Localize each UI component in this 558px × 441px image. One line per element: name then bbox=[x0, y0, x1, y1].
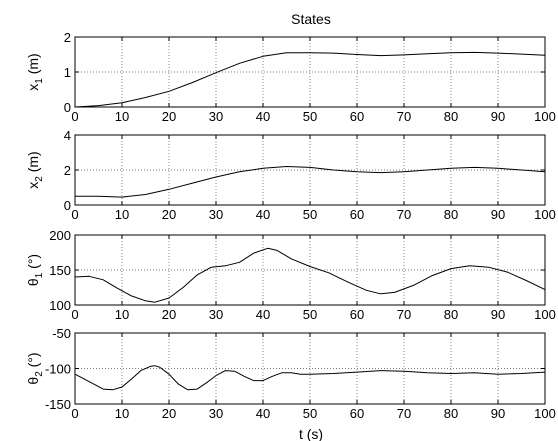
x-tick-label: 20 bbox=[162, 307, 176, 322]
x-tick-label: 0 bbox=[71, 406, 78, 421]
y-tick-label: 0 bbox=[64, 100, 71, 115]
x-tick-label: 0 bbox=[71, 207, 78, 222]
x-tick-label: 20 bbox=[162, 406, 176, 421]
x-tick-label: 20 bbox=[162, 109, 176, 124]
x-tick-label: 10 bbox=[115, 307, 129, 322]
x-tick-label: 100 bbox=[534, 406, 556, 421]
x-tick-label: 80 bbox=[444, 307, 458, 322]
x-tick-label: 30 bbox=[209, 406, 223, 421]
axes-frame bbox=[74, 332, 546, 405]
series-line-3-1 bbox=[74, 247, 546, 303]
x-tick-label: 40 bbox=[256, 207, 270, 222]
series-line-2-1 bbox=[75, 166, 546, 198]
series-line-1-1 bbox=[74, 51, 546, 108]
y-tick-label: 2 bbox=[64, 163, 71, 178]
y-tick-label: 100 bbox=[49, 298, 71, 313]
x-tick-label: 10 bbox=[115, 406, 129, 421]
x-tick-label: 90 bbox=[491, 406, 505, 421]
x-tick-label: 70 bbox=[397, 109, 411, 124]
x-tick-label: 10 bbox=[115, 109, 129, 124]
axes-frame bbox=[74, 36, 546, 108]
y-tick-label: 150 bbox=[49, 263, 71, 278]
y-axis-label: x2 (m) bbox=[25, 151, 45, 188]
x-tick-label: 100 bbox=[534, 307, 556, 322]
chart-title: States bbox=[291, 11, 331, 27]
x-tick-label: 90 bbox=[491, 307, 505, 322]
x-tick-label: 60 bbox=[350, 307, 364, 322]
x-tick-label: 40 bbox=[256, 406, 270, 421]
x-tick-label: 30 bbox=[209, 307, 223, 322]
x-tick-label: 80 bbox=[444, 406, 458, 421]
x-tick-label: 70 bbox=[397, 207, 411, 222]
subplot-4: 0 10 20 30 40 50 60 70 80 90 100 -150 -100 -50 θ2 (°) bbox=[25, 326, 556, 421]
y-tick-label: 200 bbox=[49, 228, 71, 243]
x-tick-label: 60 bbox=[350, 207, 364, 222]
axes-frame bbox=[74, 234, 546, 306]
x-tick-label: 90 bbox=[491, 109, 505, 124]
subplot-1: 0 10 20 30 40 50 60 70 80 90 100 0 1 2 x1 (m) bbox=[25, 30, 556, 124]
x-axis-label: t (s) bbox=[299, 426, 323, 441]
x-tick-label: 30 bbox=[209, 207, 223, 222]
x-tick-label: 50 bbox=[303, 406, 317, 421]
x-tick-label: 50 bbox=[303, 109, 317, 124]
subplot-2: 0 10 20 30 40 50 60 70 80 90 100 0 2 4 x2 (m) bbox=[25, 128, 556, 222]
x-tick-label: 0 bbox=[71, 109, 78, 124]
x-tick-label: 80 bbox=[444, 207, 458, 222]
x-tick-label: 20 bbox=[162, 207, 176, 222]
subplot-3: 0 10 20 30 40 50 60 70 80 90 100 100 150 200 θ1 (°) bbox=[25, 228, 556, 322]
x-tick-label: 90 bbox=[491, 207, 505, 222]
x-tick-label: 80 bbox=[444, 109, 458, 124]
x-tick-label: 60 bbox=[350, 109, 364, 124]
y-tick-label: -100 bbox=[45, 362, 71, 377]
x-tick-label: 60 bbox=[350, 406, 364, 421]
x-tick-label: 70 bbox=[397, 406, 411, 421]
x-tick-label: 10 bbox=[115, 207, 129, 222]
y-tick-label: 4 bbox=[64, 128, 71, 143]
x-tick-label: 0 bbox=[71, 307, 78, 322]
y-axis-label: x1 (m) bbox=[25, 53, 45, 90]
y-tick-label: 0 bbox=[64, 198, 71, 213]
y-tick-label: -50 bbox=[52, 326, 71, 341]
y-tick-label: 1 bbox=[64, 65, 71, 80]
y-tick-label: -150 bbox=[45, 397, 71, 412]
axes-frame bbox=[74, 134, 546, 206]
x-tick-label: 100 bbox=[534, 207, 556, 222]
y-axis-label: θ1 (°) bbox=[25, 254, 45, 286]
x-tick-label: 70 bbox=[397, 307, 411, 322]
x-tick-label: 40 bbox=[256, 307, 270, 322]
series-line-4-1 bbox=[74, 365, 546, 391]
x-tick-label: 50 bbox=[303, 207, 317, 222]
y-axis-label: θ2 (°) bbox=[25, 352, 45, 384]
x-tick-label: 40 bbox=[256, 109, 270, 124]
x-tick-label: 30 bbox=[209, 109, 223, 124]
x-tick-label: 100 bbox=[534, 109, 556, 124]
y-tick-label: 2 bbox=[64, 30, 71, 45]
x-tick-label: 50 bbox=[303, 307, 317, 322]
